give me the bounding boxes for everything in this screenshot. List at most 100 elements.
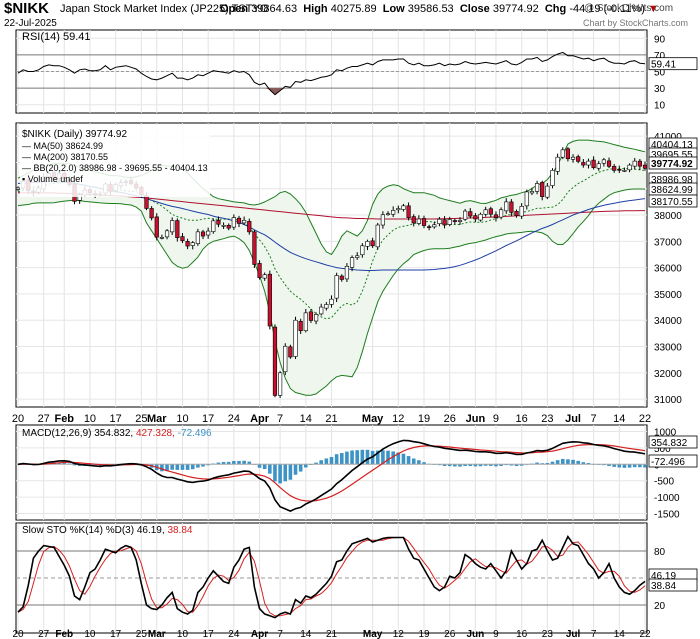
candle-body	[380, 214, 385, 226]
x-axis-label-bottom: 14	[614, 629, 626, 639]
macd-histogram-bar	[442, 464, 447, 466]
x-axis-label: 17	[202, 413, 214, 425]
rsi-legend: RSI(14) 59.41	[22, 31, 90, 43]
macd-histogram-bar	[319, 460, 324, 465]
macd-histogram-bar	[617, 464, 622, 468]
x-axis-label: Feb	[54, 413, 74, 425]
x-axis-label-bottom: 27	[38, 629, 50, 639]
rsi-tick-label: 90	[654, 34, 666, 45]
x-axis-label: 16	[516, 413, 528, 425]
candle-body	[375, 224, 380, 248]
macd-histogram-bar	[360, 449, 365, 465]
macd-histogram-bar	[180, 464, 185, 470]
candle-body	[519, 206, 524, 217]
sto-d-line	[17, 537, 646, 617]
candle-body	[385, 213, 391, 216]
macd-histogram-bar	[417, 460, 421, 465]
macd-last: 354.832	[651, 438, 688, 449]
x-axis-label-bottom: 16	[516, 629, 528, 639]
candle-body	[622, 170, 627, 172]
high-value: 40275.89	[330, 3, 377, 15]
candle-body	[329, 298, 334, 305]
price-tick-label: 33000	[654, 343, 682, 354]
x-axis-label: 19	[418, 413, 430, 425]
macd-histogram-bar	[463, 464, 467, 466]
macd-histogram-bar	[550, 461, 555, 465]
ma50-last: 38624.99	[651, 185, 693, 196]
x-axis-label: Apr	[250, 413, 270, 425]
sto-tick-label: 20	[654, 601, 666, 612]
candle-body	[432, 224, 437, 228]
price-tick-label: 31000	[654, 395, 682, 406]
macd-histogram-bar	[375, 450, 380, 465]
x-axis-label-bottom: 7	[591, 629, 597, 639]
x-axis-label-bottom: 22	[639, 629, 651, 639]
ticker-symbol: $NIKK	[4, 0, 50, 17]
candle-body	[339, 275, 344, 280]
macd-tick-label: -500	[654, 477, 674, 488]
volume-legend: ▪ Volume undef	[22, 174, 83, 184]
candle-body	[570, 156, 576, 160]
candle-body	[236, 217, 242, 224]
x-axis-label-bottom: Mar	[148, 629, 166, 639]
macd-legend-part: 354.832,	[94, 428, 136, 439]
macd-histogram-bar	[535, 462, 539, 465]
macd-histogram-bar	[185, 464, 190, 470]
candle-body	[473, 215, 478, 220]
macd-histogram-bar	[221, 461, 226, 465]
candle-body	[231, 217, 236, 228]
candle-body	[262, 274, 267, 279]
candle-body	[396, 208, 401, 211]
macd-histogram-bar	[555, 460, 560, 465]
candle-body	[514, 211, 519, 216]
x-axis-label-bottom: Feb	[55, 629, 73, 639]
x-axis-label: 10	[84, 413, 96, 425]
macd-histogram-bar	[540, 463, 545, 465]
candle-body	[159, 237, 165, 239]
candle-body	[555, 156, 560, 172]
x-axis-label: 9	[493, 413, 499, 425]
open-value: 39864.63	[251, 3, 298, 15]
sto-k-line	[17, 535, 646, 619]
candle-body	[170, 220, 175, 233]
candle-body	[565, 148, 571, 160]
candle-body	[175, 220, 180, 238]
candle-body	[349, 257, 355, 268]
sto-tick-label: 80	[654, 547, 666, 558]
ma200-legend: — MA(200) 38170.55	[22, 152, 108, 162]
sto-d-last: 38.84	[651, 581, 676, 592]
x-axis-label: 10	[176, 413, 188, 425]
macd-histogram-bar	[396, 452, 401, 465]
x-axis-label-bottom: 24	[228, 629, 240, 639]
macd-histogram-bar	[298, 464, 303, 472]
x-axis-label: 7	[277, 413, 283, 425]
candle-body	[164, 230, 170, 238]
macd-histogram-bar	[612, 464, 616, 467]
candle-body	[185, 241, 190, 247]
rsi-tick-label: 50	[654, 68, 666, 79]
x-axis-label: 26	[444, 413, 456, 425]
macd-histogram-bar	[391, 451, 395, 465]
candle-body	[303, 312, 308, 332]
macd-last-box	[648, 435, 698, 449]
macd-histogram-bar	[483, 464, 488, 466]
chg-value: -44.19 (-0.11%)	[569, 3, 645, 15]
macd-histogram-bar	[350, 450, 354, 465]
rsi-last-value: 59.41	[651, 60, 676, 71]
candle-body	[591, 159, 596, 169]
x-axis-label-bottom: 21	[326, 629, 338, 639]
candle-body	[545, 185, 550, 198]
rsi-tick-label: 10	[654, 101, 666, 112]
chg-label: Chg	[544, 3, 567, 15]
macd-tick-label: -1500	[654, 509, 680, 520]
candle-body	[216, 219, 221, 225]
x-axis-label-bottom: 25	[136, 629, 148, 639]
candle-body	[596, 163, 601, 169]
x-axis-label-bottom: 19	[418, 629, 430, 639]
candle-body	[581, 162, 586, 166]
down-arrow-icon: ▼	[647, 3, 659, 15]
macd-histogram-bar	[273, 464, 277, 482]
ma200-last: 38170.55	[651, 197, 693, 208]
close-value: 39774.92	[492, 3, 539, 15]
macd-tick-label: 1000	[654, 428, 677, 439]
